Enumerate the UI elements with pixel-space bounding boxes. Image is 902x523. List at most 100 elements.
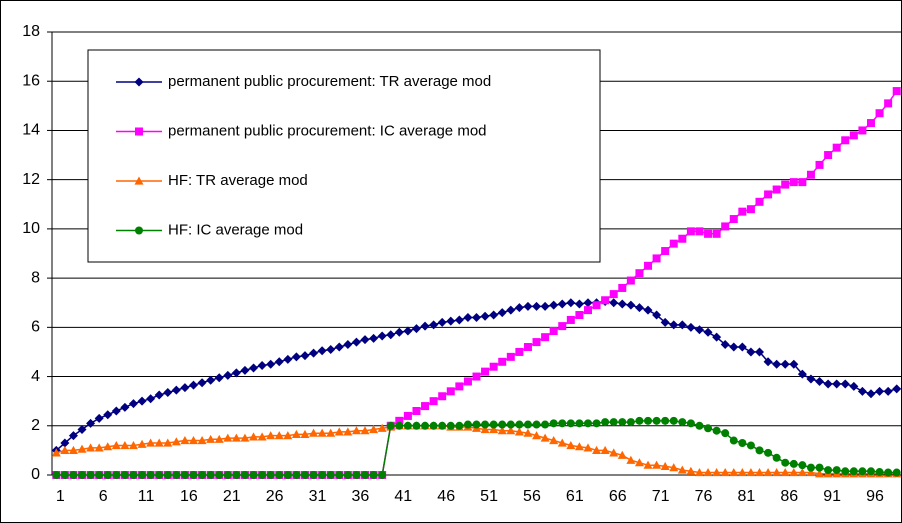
point [849, 381, 859, 391]
x-tick-label: 86 [780, 488, 798, 505]
point [575, 419, 584, 428]
point [395, 421, 404, 430]
point [617, 299, 627, 309]
point [206, 471, 215, 479]
point [626, 276, 635, 285]
point [214, 434, 224, 443]
x-tick-label: 31 [309, 488, 327, 505]
point [386, 421, 395, 430]
point [497, 426, 507, 435]
point [438, 392, 447, 401]
point [283, 471, 292, 479]
point [677, 320, 687, 330]
point [824, 151, 833, 160]
point [506, 420, 515, 429]
y-tick-label: 14 [22, 122, 40, 139]
point [283, 354, 293, 364]
point [815, 469, 825, 478]
point [755, 446, 764, 455]
point [583, 306, 592, 315]
point [858, 126, 867, 135]
x-tick-label: 21 [223, 488, 241, 505]
point [712, 468, 722, 477]
point [52, 471, 61, 479]
point [583, 419, 592, 428]
point [472, 420, 481, 429]
point [763, 468, 773, 477]
point [377, 423, 387, 432]
point [215, 471, 224, 479]
point [334, 342, 344, 352]
point [378, 471, 387, 479]
point [94, 443, 104, 452]
point [326, 344, 336, 354]
point [609, 290, 618, 299]
point [481, 420, 490, 429]
point [635, 416, 644, 425]
point [257, 432, 267, 441]
point [652, 416, 661, 425]
point [875, 386, 885, 396]
point [231, 433, 241, 442]
point [694, 468, 704, 477]
point [369, 471, 378, 479]
point [764, 190, 773, 199]
point [523, 428, 533, 437]
point [652, 254, 661, 263]
point [274, 357, 284, 367]
point [532, 431, 542, 440]
point [343, 471, 352, 479]
point [472, 312, 481, 322]
point [137, 439, 147, 448]
point [352, 471, 361, 479]
point [566, 315, 575, 324]
point [257, 360, 267, 370]
point [866, 467, 875, 476]
point [146, 438, 156, 447]
point [549, 300, 559, 310]
point [232, 471, 241, 479]
point [309, 348, 319, 358]
point [506, 352, 515, 361]
point [644, 416, 653, 425]
point [574, 442, 584, 451]
point [498, 420, 507, 429]
point [128, 399, 138, 409]
point [806, 468, 816, 477]
point [660, 461, 670, 470]
point [721, 222, 730, 231]
legend-label: permanent public procurement: TR average… [168, 73, 491, 90]
point [566, 419, 575, 428]
point [763, 357, 773, 367]
point [197, 378, 207, 388]
point [883, 386, 893, 396]
point [317, 428, 327, 437]
x-tick-label: 61 [566, 488, 584, 505]
point [609, 448, 619, 457]
point [875, 109, 884, 118]
point [601, 296, 610, 305]
point [515, 420, 524, 429]
point [240, 433, 250, 442]
point [86, 443, 96, 452]
point [686, 419, 695, 428]
point [266, 471, 275, 479]
point [291, 429, 301, 438]
point [892, 384, 902, 394]
point [661, 416, 670, 425]
point [266, 359, 276, 369]
point [369, 424, 379, 434]
point [549, 436, 559, 445]
point [557, 438, 567, 447]
point [377, 331, 387, 341]
legend-marker [134, 176, 144, 185]
point [798, 178, 807, 187]
point [523, 301, 533, 311]
point [541, 420, 550, 429]
point [832, 466, 841, 475]
point [180, 471, 189, 479]
point [68, 445, 78, 454]
point [68, 431, 78, 441]
point [506, 305, 516, 315]
point [540, 301, 550, 311]
